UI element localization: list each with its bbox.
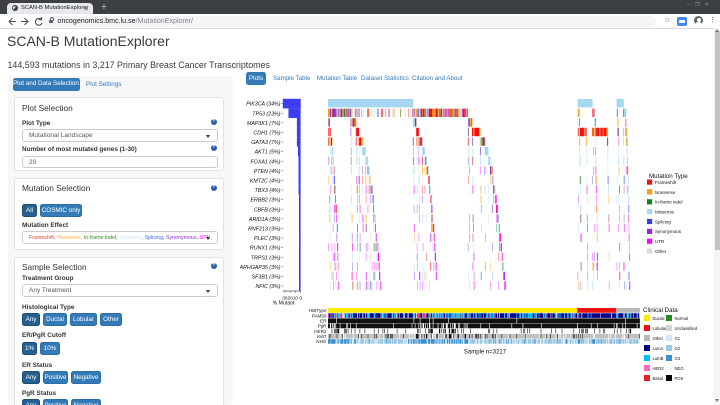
svg-text:20: 20 bbox=[288, 295, 294, 300]
svg-text:PgR: PgR bbox=[318, 324, 328, 329]
svg-text:Normal: Normal bbox=[675, 316, 689, 321]
svg-text:10: 10 bbox=[293, 295, 299, 300]
svg-text:SF3B1 (3%): SF3B1 (3%) bbox=[252, 275, 281, 281]
svg-text:ARHGAP35 (3%): ARHGAP35 (3%) bbox=[240, 265, 281, 271]
svg-text:PIK3CA (34%): PIK3CA (34%) bbox=[246, 102, 280, 108]
svg-text:G3: G3 bbox=[675, 356, 681, 361]
svg-text:TBX3 (4%): TBX3 (4%) bbox=[255, 188, 281, 194]
svg-text:TRPS1 (3%): TRPS1 (3%) bbox=[251, 255, 281, 261]
svg-text:FOXA1 (4%): FOXA1 (4%) bbox=[250, 159, 280, 165]
svg-text:G1: G1 bbox=[675, 336, 681, 341]
svg-text:AKT1 (5%): AKT1 (5%) bbox=[254, 150, 281, 156]
svg-text:Nonsense: Nonsense bbox=[655, 190, 676, 195]
svg-text:0: 0 bbox=[299, 295, 302, 300]
svg-text:PLEC (3%): PLEC (3%) bbox=[254, 236, 281, 242]
svg-text:Other: Other bbox=[655, 249, 667, 254]
svg-text:% Mutant: % Mutant bbox=[273, 301, 295, 307]
svg-text:HER2: HER2 bbox=[314, 329, 327, 334]
svg-text:RUNX1 (3%): RUNX1 (3%) bbox=[250, 246, 281, 252]
svg-text:Other: Other bbox=[653, 336, 664, 341]
svg-text:RNF213 (3%): RNF213 (3%) bbox=[248, 227, 281, 233]
svg-text:30: 30 bbox=[282, 295, 288, 300]
svg-text:Mutation Type: Mutation Type bbox=[649, 173, 688, 180]
svg-text:Frameshift: Frameshift bbox=[655, 180, 677, 185]
svg-text:Synonymous: Synonymous bbox=[655, 229, 682, 234]
svg-text:PTEN (4%): PTEN (4%) bbox=[254, 169, 281, 175]
svg-text:TP53 (23%): TP53 (23%) bbox=[252, 111, 280, 117]
svg-text:CDH1 (7%): CDH1 (7%) bbox=[253, 131, 280, 137]
svg-text:GATA3 (7%): GATA3 (7%) bbox=[251, 140, 280, 146]
svg-text:NEG: NEG bbox=[675, 366, 684, 371]
svg-text:MAP3K1 (7%): MAP3K1 (7%) bbox=[247, 121, 281, 127]
svg-text:Lobular: Lobular bbox=[653, 326, 668, 331]
svg-text:CBFB (3%): CBFB (3%) bbox=[254, 207, 281, 213]
svg-text:ER: ER bbox=[320, 319, 327, 324]
svg-text:LumB: LumB bbox=[653, 356, 664, 361]
svg-text:Basal: Basal bbox=[653, 376, 664, 381]
svg-text:Ki67: Ki67 bbox=[317, 334, 327, 339]
svg-text:Splicing: Splicing bbox=[655, 219, 671, 224]
svg-text:NFIC (3%): NFIC (3%) bbox=[255, 284, 280, 290]
svg-text:G2: G2 bbox=[675, 346, 681, 351]
svg-text:PAM50: PAM50 bbox=[312, 313, 327, 318]
svg-text:KMT2C (4%): KMT2C (4%) bbox=[250, 179, 281, 185]
svg-text:ERBB2 (3%): ERBB2 (3%) bbox=[250, 198, 280, 204]
svg-text:NHG: NHG bbox=[316, 339, 327, 344]
svg-text:Sample n=3217: Sample n=3217 bbox=[464, 350, 507, 356]
svg-text:POS: POS bbox=[675, 376, 684, 381]
svg-text:LumA: LumA bbox=[653, 346, 664, 351]
svg-text:ARID1A (3%): ARID1A (3%) bbox=[248, 217, 281, 223]
svg-text:HER2: HER2 bbox=[653, 366, 665, 371]
svg-text:Missense: Missense bbox=[655, 210, 675, 215]
svg-text:Ductal: Ductal bbox=[653, 316, 665, 321]
svg-text:UTR: UTR bbox=[655, 239, 665, 244]
svg-text:Clinical Data: Clinical Data bbox=[643, 307, 678, 314]
svg-text:Unclassified: Unclassified bbox=[675, 326, 698, 331]
svg-text:HistType: HistType bbox=[309, 308, 327, 313]
svg-text:In-frame indel: In-frame indel bbox=[655, 200, 683, 205]
